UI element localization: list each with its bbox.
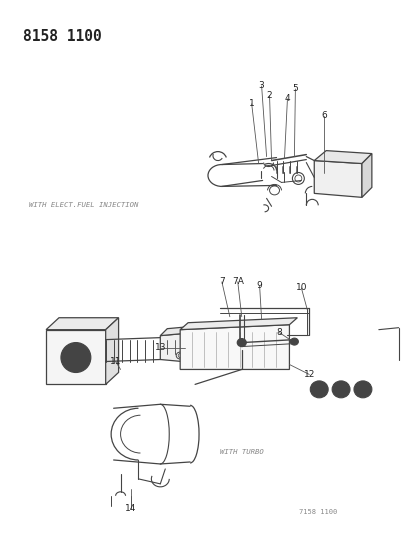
Polygon shape xyxy=(46,330,106,384)
Polygon shape xyxy=(46,318,119,330)
Polygon shape xyxy=(314,151,372,164)
Text: 4: 4 xyxy=(285,94,290,103)
Text: WITH ELECT.FUEL INJECTION: WITH ELECT.FUEL INJECTION xyxy=(29,203,139,208)
Text: 12: 12 xyxy=(304,370,315,379)
Text: 8: 8 xyxy=(277,328,282,337)
Text: 2: 2 xyxy=(267,91,272,100)
Text: WITH TURBO: WITH TURBO xyxy=(220,449,263,455)
Ellipse shape xyxy=(314,384,324,394)
Ellipse shape xyxy=(291,338,298,345)
Polygon shape xyxy=(160,326,200,336)
Text: 1: 1 xyxy=(249,99,254,108)
Text: 8158 1100: 8158 1100 xyxy=(23,29,102,44)
Ellipse shape xyxy=(336,384,346,394)
Text: 11: 11 xyxy=(110,357,121,366)
Text: 7158 1100: 7158 1100 xyxy=(299,508,337,515)
Ellipse shape xyxy=(310,381,328,398)
Text: 10: 10 xyxy=(296,284,307,293)
Ellipse shape xyxy=(354,381,372,398)
Polygon shape xyxy=(106,318,119,384)
Ellipse shape xyxy=(237,338,246,346)
Text: 14: 14 xyxy=(125,504,136,513)
Polygon shape xyxy=(180,318,298,330)
Polygon shape xyxy=(314,160,362,197)
Polygon shape xyxy=(180,325,289,369)
Text: 3: 3 xyxy=(259,82,265,91)
Ellipse shape xyxy=(61,343,91,373)
Polygon shape xyxy=(362,154,372,197)
Polygon shape xyxy=(160,333,193,362)
Text: 13: 13 xyxy=(155,343,166,352)
Ellipse shape xyxy=(332,381,350,398)
Ellipse shape xyxy=(65,346,87,368)
Text: 9: 9 xyxy=(257,281,263,290)
Ellipse shape xyxy=(358,384,368,394)
Text: 7: 7 xyxy=(219,277,225,286)
Text: 5: 5 xyxy=(293,84,298,93)
Text: 7A: 7A xyxy=(232,277,244,286)
Text: 6: 6 xyxy=(321,111,327,120)
